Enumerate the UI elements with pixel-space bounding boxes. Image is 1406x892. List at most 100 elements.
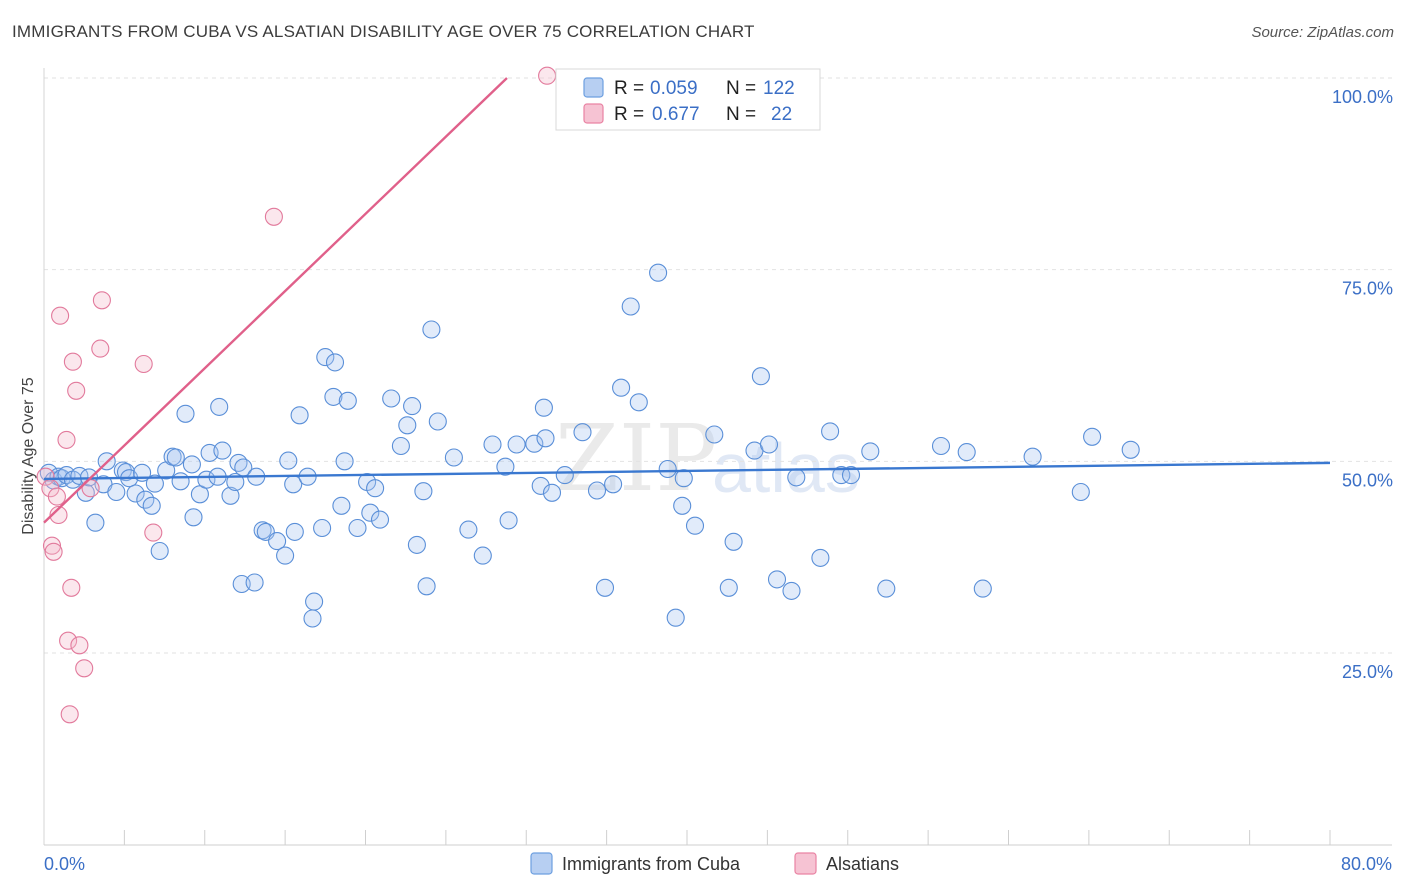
cuba-point-30 [197,470,216,489]
bottom-legend-swatch-alsatians [794,852,817,875]
alsatians-point-17 [92,291,111,310]
cuba-point-49 [290,406,309,425]
legend-swatch-cuba [583,77,604,98]
cuba-point-67 [398,416,417,435]
cuba-point-106 [767,570,787,589]
alsatians-point-15 [81,479,100,498]
alsatians-point-10 [62,578,81,597]
cuba-point-64 [370,510,390,529]
source-label: Source: ZipAtlas.com [1251,24,1394,41]
cuba-point-40 [245,573,264,592]
chart-title: IMMIGRANTS FROM CUBA VS ALSATIAN DISABIL… [12,22,755,41]
cuba-point-27 [182,455,201,474]
cuba-point-87 [573,423,592,442]
legend: R = 0.059 N = 122 R = 0.677 N = 22 [555,68,821,131]
cuba-point-57 [332,496,351,515]
alsatians-point-7 [57,430,76,449]
bottom-legend-label-cuba: Immigrants from Cuba [562,854,741,874]
alsatians-point-21 [538,66,557,85]
cuba-point-78 [496,457,515,476]
cuba-point-102 [719,578,738,597]
cuba-point-24 [166,448,185,467]
cuba-point-68 [403,397,422,416]
watermark-zip: ZIP [555,405,717,512]
alsatians-point-13 [70,636,89,655]
y-tick-labels: 25.0% 50.0% 75.0% 100.0% [1332,87,1393,682]
cuba-point-70 [414,482,433,501]
cuba-point-52 [303,609,322,628]
alsatians-point-2 [42,536,62,555]
cuba-point-45 [276,546,295,565]
cuba-point-60 [348,518,367,538]
cuba-point-38 [232,574,251,594]
alsatians-point-8 [59,631,78,650]
alsatians-point-9 [60,705,79,724]
cuba-point-91 [612,378,631,397]
cuba-point-113 [861,442,880,461]
cuba-point-114 [877,579,896,598]
cuba-point-20 [145,474,164,493]
cuba-point-71 [417,577,436,596]
cuba-point-51 [305,592,324,611]
legend-r-label-alsatians: R = [614,104,644,125]
cuba-point-100 [705,425,724,444]
cuba-point-58 [335,452,354,471]
cuba-point-9 [86,513,105,532]
cuba-point-72 [422,320,441,339]
cuba-point-80 [507,435,526,454]
cuba-point-33 [210,397,229,416]
cuba-point-46 [279,451,298,470]
cuba-point-86 [555,466,574,485]
cuba-point-19 [142,496,161,515]
cuba-point-99 [685,516,705,535]
cuba-point-98 [674,469,693,488]
legend-n-label-alsatians: N = [726,104,756,125]
y-tick-label-100: 100.0% [1332,87,1393,107]
cuba-point-110 [821,422,840,441]
cuba-point-28 [184,508,203,527]
legend-n-value-cuba: 122 [763,78,795,99]
cuba-point-53 [313,518,332,538]
cuba-point-35 [221,486,240,505]
cuba-point-108 [787,468,806,487]
legend-n-label-cuba: N = [726,78,756,99]
series-immigrants-from-cuba [39,263,1140,628]
cuba-point-44 [268,532,287,551]
alsatians-point-20 [264,207,283,226]
cuba-point-69 [407,535,426,554]
y-tick-label-25: 25.0% [1342,662,1393,682]
cuba-point-105 [759,435,779,454]
bottom-legend: Immigrants from Cuba Alsatians [530,852,899,875]
alsatians-point-14 [75,659,94,678]
cuba-point-62 [361,503,380,522]
legend-n-value-alsatians: 22 [771,104,792,125]
y-tick-label-75: 75.0% [1342,279,1393,299]
trend-line-alsatians [43,77,508,524]
cuba-point-107 [782,581,801,600]
alsatians-point-12 [67,381,86,400]
cuba-point-92 [621,297,640,316]
cuba-point-77 [483,435,502,454]
alsatians-point-6 [51,306,70,325]
alsatians-point-19 [144,523,163,542]
cuba-point-54 [316,348,335,367]
alsatians-point-3 [44,542,63,561]
cuba-point-79 [499,511,518,530]
cuba-point-118 [1083,427,1102,446]
cuba-point-65 [382,389,401,408]
cuba-point-34 [213,441,232,460]
y-axis-title: Disability Age Over 75 [20,377,37,535]
cuba-point-84 [536,429,555,448]
cuba-point-75 [459,520,478,539]
alsatians-point-11 [63,352,82,371]
cuba-point-112 [841,466,861,485]
alsatians-point-18 [134,354,153,374]
cuba-point-117 [1023,447,1042,466]
gridlines [44,77,1392,654]
cuba-point-56 [324,387,343,406]
cuba-point-85 [542,483,562,502]
cuba-point-121 [931,436,951,456]
cuba-point-63 [366,479,385,498]
cuba-point-48 [285,522,304,541]
